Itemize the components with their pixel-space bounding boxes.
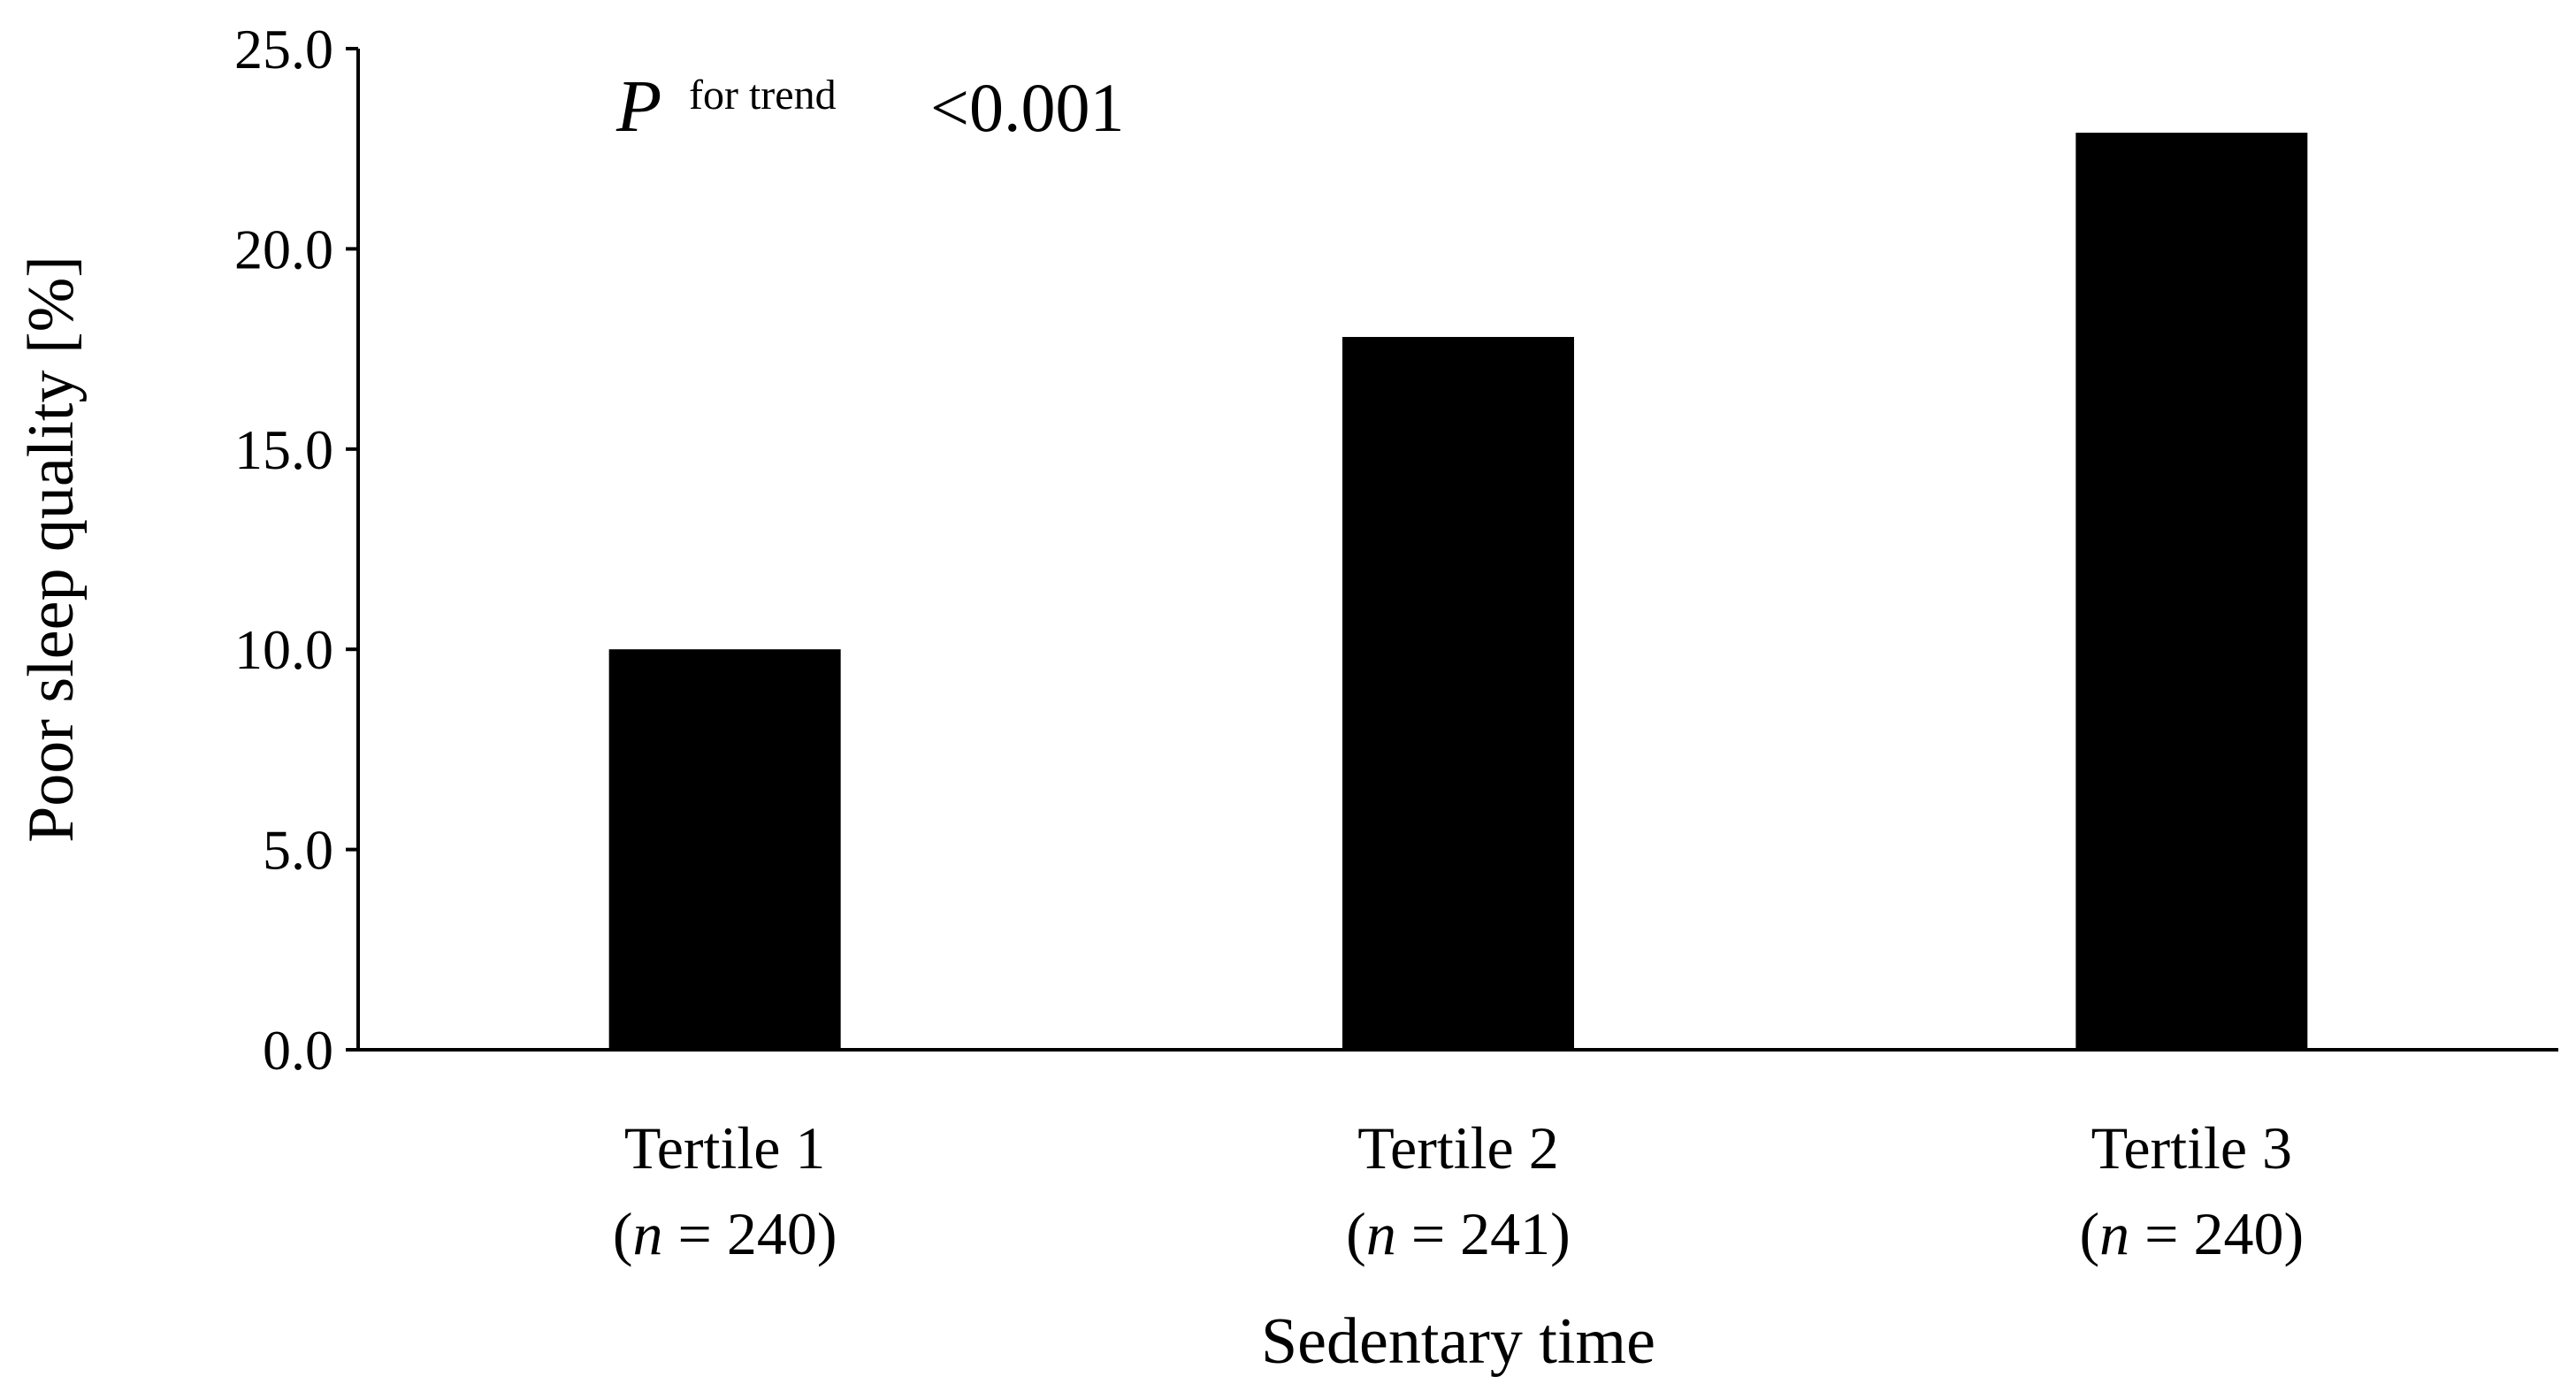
x-axis-title: Sedentary time xyxy=(1261,1305,1655,1378)
y-axis-title: Poor sleep quality [%] xyxy=(15,256,88,843)
annotation-superscript: for trend xyxy=(689,72,837,119)
sample-size-variable: n xyxy=(1366,1200,1396,1267)
y-ticks: 0.0 5.0 10.0 15.0 20.0 25.0 xyxy=(234,18,358,1082)
sample-size-variable: n xyxy=(2099,1200,2129,1267)
category-sample-size: (n = 240) xyxy=(613,1200,837,1267)
category-labels: Tertile 1(n = 240)Tertile 2(n = 241)Tert… xyxy=(613,1114,2304,1267)
bar-tertile-3 xyxy=(2075,133,2308,1050)
y-tick-label: 25.0 xyxy=(234,18,333,80)
bar-tertile-2 xyxy=(1342,337,1574,1050)
sample-size-open: ( xyxy=(1346,1200,1366,1267)
sample-size-variable: n xyxy=(632,1200,662,1267)
y-tick-label: 0.0 xyxy=(263,1019,333,1082)
sample-size-value: = 241) xyxy=(1396,1200,1571,1267)
y-tick-label: 20.0 xyxy=(234,218,333,280)
category-sample-size: (n = 241) xyxy=(1346,1200,1571,1267)
category-label: Tertile 2 xyxy=(1357,1114,1558,1182)
category-label: Tertile 1 xyxy=(624,1114,825,1182)
sample-size-open: ( xyxy=(2080,1200,2100,1267)
y-tick-label: 5.0 xyxy=(263,819,333,882)
sample-size-value: = 240) xyxy=(2129,1200,2304,1267)
sample-size-value: = 240) xyxy=(662,1200,837,1267)
annotation-p-value: <0.001 xyxy=(930,69,1125,146)
annotation-p-letter: P xyxy=(615,65,661,148)
trend-annotation: P for trend <0.001 xyxy=(615,65,1125,148)
y-tick-label: 15.0 xyxy=(234,418,333,481)
sample-size-open: ( xyxy=(613,1200,633,1267)
bars xyxy=(608,133,2308,1050)
bar-tertile-1 xyxy=(608,649,841,1050)
category-label: Tertile 3 xyxy=(2091,1114,2292,1182)
category-sample-size: (n = 240) xyxy=(2080,1200,2305,1267)
y-tick-label: 10.0 xyxy=(234,618,333,681)
